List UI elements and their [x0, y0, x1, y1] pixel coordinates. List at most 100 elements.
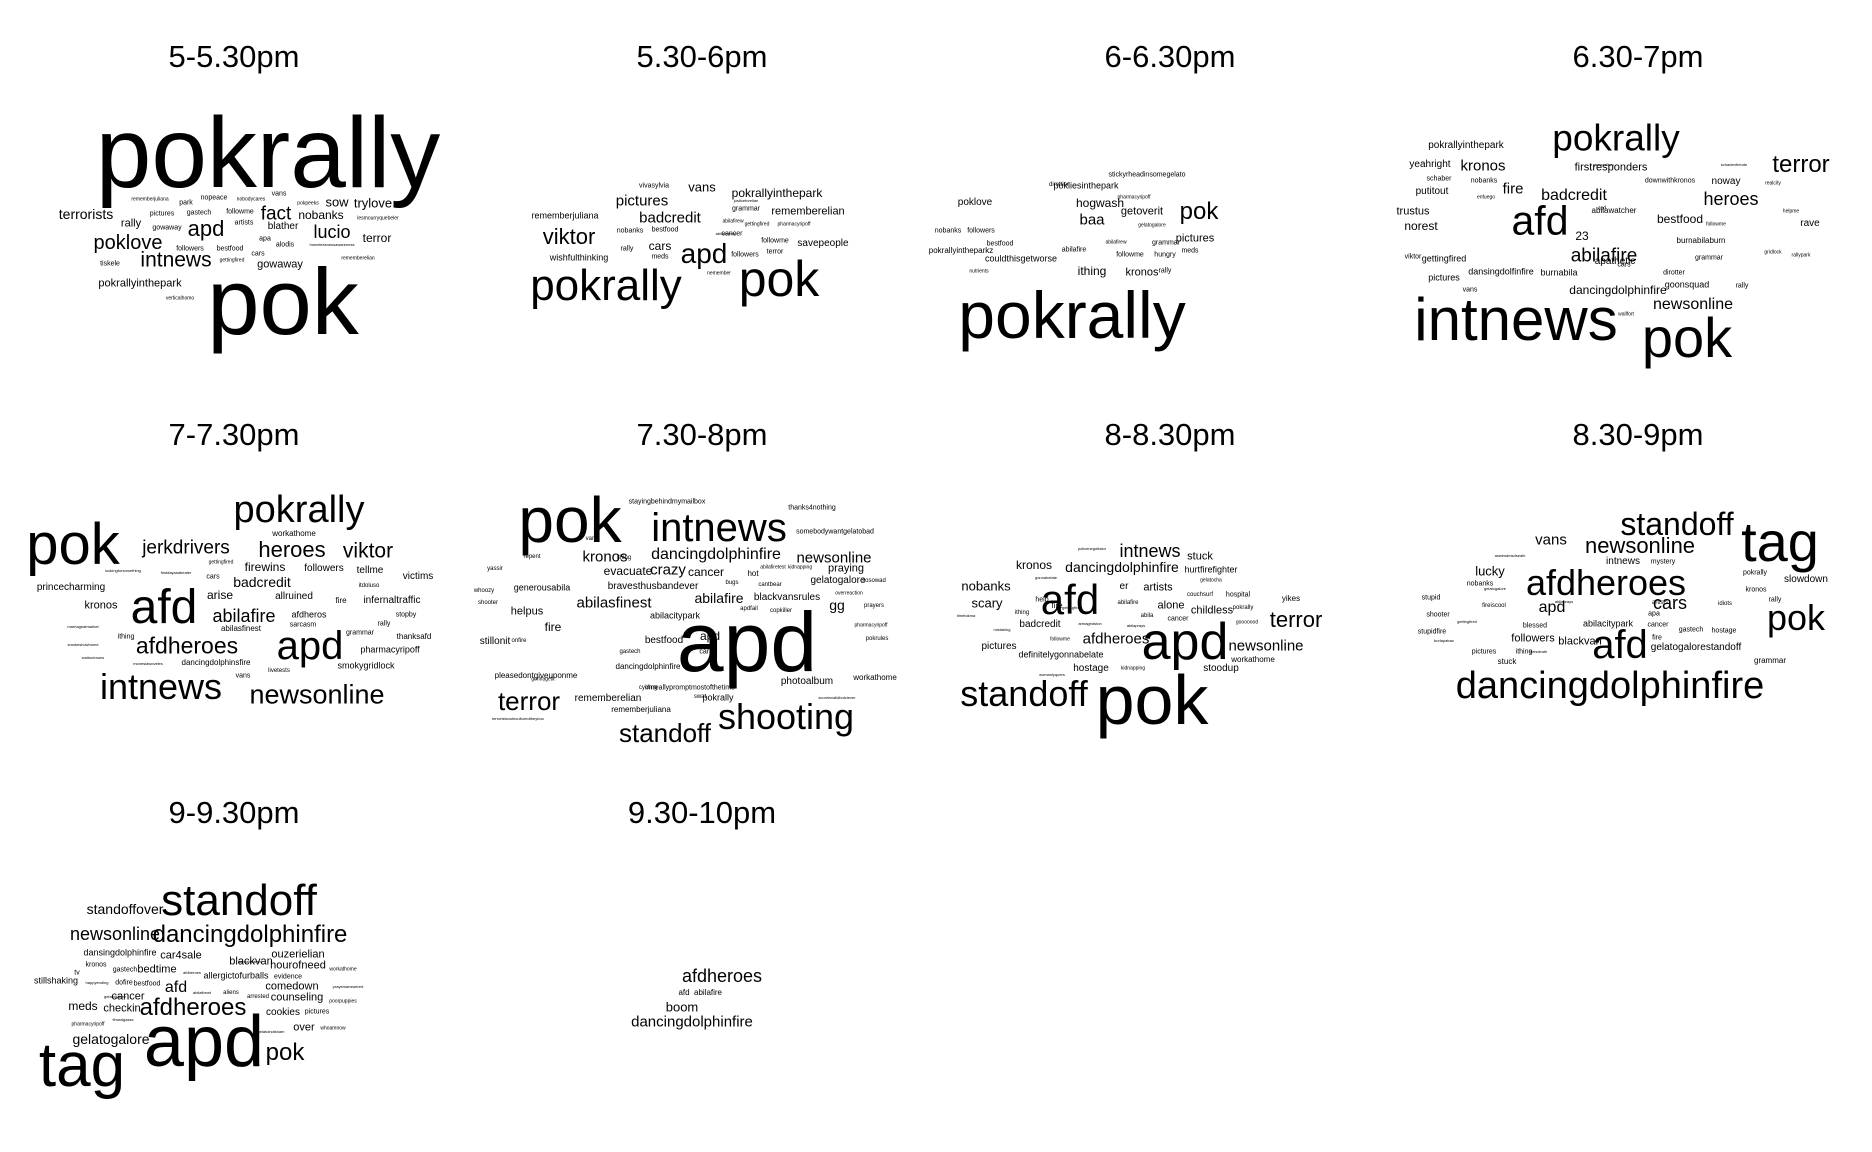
cloud-word: pok: [738, 251, 820, 307]
cloud-word: fire: [1652, 634, 1662, 642]
cloud-word: abilacitypark: [1582, 618, 1634, 629]
cloud-word: ithing: [616, 555, 632, 561]
cloud-word: afdheroes: [1082, 630, 1150, 648]
cloud-word: pictures: [149, 210, 175, 218]
cloud-word: marriageatmarket: [67, 624, 99, 629]
cloud-word: bankedparent: [237, 959, 263, 964]
cloud-word: gooooood: [1235, 619, 1259, 626]
cloud-word: hostage: [1073, 663, 1109, 674]
cloud-word: bestfood: [216, 245, 244, 253]
cloud-word: apathetic: [1594, 256, 1636, 267]
cloud-word: nutrients: [969, 268, 989, 275]
cloud-word: gettingfired: [1062, 605, 1082, 610]
cloud-word: followers: [304, 563, 344, 574]
cloud-word: justiceforelian: [733, 198, 759, 203]
wordcloud-panel: 9.30-10pm afdheroes afd abilafire boom dancin…: [468, 756, 936, 1134]
cloud-word: lucio: [313, 222, 351, 242]
word-cloud: afdheroes afd abilafire boom dancingdolphinf…: [468, 756, 936, 1134]
cloud-word: blessed: [1522, 622, 1548, 630]
cloud-word: apd: [680, 238, 728, 269]
cloud-word: afd: [1040, 576, 1100, 623]
cloud-word: rally: [620, 245, 634, 253]
cloud-word: bestfood: [1656, 212, 1704, 226]
cloud-word: fire: [1502, 180, 1524, 198]
cloud-word: abilafiretest: [760, 564, 786, 571]
panel-title: 6.30-7pm: [1572, 39, 1704, 74]
cloud-word: afd: [1592, 623, 1648, 667]
word-cloud: pok apd afd standoff terror intnews dancingdol…: [936, 378, 1404, 756]
cloud-word: artists: [234, 219, 254, 227]
cloud-word: lookingforsomething: [105, 568, 141, 573]
cloud-word: workathome: [853, 673, 897, 682]
cloud-word: standoff: [960, 673, 1088, 714]
cloud-word: dancingdolphinfire: [1455, 665, 1765, 707]
cloud-word: poorpuppies: [329, 998, 357, 1005]
panel-title: 5-5.30pm: [168, 39, 300, 74]
cloud-word: blackvan: [229, 955, 273, 968]
cloud-word: afd: [164, 979, 188, 996]
cloud-word: meds: [1181, 247, 1199, 255]
cloud-word: wishfulthinking: [549, 252, 609, 263]
cloud-word: followme: [1116, 251, 1144, 259]
cloud-word: apd: [1597, 205, 1607, 212]
wordcloud-panel: 6-6.30pm pokrally pok baa hogwash getoverit it…: [929, 0, 1404, 378]
cloud-word: viktor: [342, 539, 394, 563]
cloud-word: pokliesinthepark: [1053, 180, 1119, 191]
cloud-word: goonsquad: [1664, 279, 1710, 290]
cloud-word: terror: [362, 231, 392, 245]
cloud-word: pok: [265, 1039, 305, 1066]
cloud-word: childless: [1190, 604, 1234, 617]
cloud-word: helpme: [1782, 208, 1800, 215]
cloud-word: nemember: [707, 270, 731, 277]
cloud-word: hungry: [1154, 251, 1176, 259]
cloud-word: onfire: [511, 638, 527, 644]
cloud-word: couldthisgetworse: [984, 253, 1058, 264]
cloud-word: womanlyquers: [1039, 672, 1065, 677]
cloud-word: stayingbehindmymailbox: [628, 498, 706, 506]
cloud-word: abilafire: [694, 590, 744, 606]
cloud-word: apd: [699, 629, 721, 643]
cloud-word: afdheroes: [681, 966, 763, 986]
cloud-word: rememberelian: [771, 205, 845, 218]
wordcloud-panel: 5-5.30pm pokrally pok fact apd lucio poklove in…: [0, 0, 468, 378]
cloud-word: afdheroes: [1525, 562, 1687, 603]
cloud-word: intnews: [1606, 556, 1640, 567]
cloud-word: hourofneed: [270, 959, 326, 972]
cloud-word: gelatogalore: [810, 575, 866, 586]
cloud-word: apd: [276, 624, 344, 668]
cloud-word: tag: [1741, 510, 1819, 573]
cloud-word: dansingdolfinfire: [1468, 266, 1534, 277]
cloud-word: kidnapping: [787, 564, 813, 571]
cloud-word: apdfail: [740, 606, 758, 612]
cloud-word: homelessnessawareness: [309, 242, 355, 247]
cloud-word: gelatogalore: [1483, 586, 1507, 591]
cloud-word: cars: [251, 250, 265, 258]
wordcloud-panel: 8-8.30pm pok apd afd standoff terror intnews da…: [936, 378, 1404, 756]
cloud-word: cancer: [721, 230, 743, 238]
cloud-word: apa: [259, 235, 271, 243]
cloud-word: nopeace: [200, 194, 228, 202]
cloud-word: apa: [1648, 610, 1660, 618]
cloud-word: bestfood: [133, 980, 161, 988]
cloud-word: counseling: [270, 991, 324, 1004]
cloud-word: afdheroes: [135, 632, 239, 659]
cloud-word: pok: [1095, 661, 1209, 739]
cloud-word: dirotter: [1663, 269, 1685, 277]
cloud-word: badcredit: [639, 209, 701, 227]
cloud-word: kidnapping: [1120, 665, 1146, 672]
cloud-word: apd: [1141, 613, 1229, 671]
cloud-word: rally: [120, 217, 142, 230]
cloud-word: gastech: [186, 209, 212, 217]
cloud-word: kronos: [1125, 266, 1159, 279]
word-cloud: apd pok intnews shooting standoff terror danci…: [468, 378, 936, 756]
cloud-word: hot: [747, 569, 759, 578]
cloud-word: pictures: [1471, 648, 1497, 656]
cloud-word: allruined: [275, 591, 313, 602]
cloud-word: nobodycares: [236, 196, 266, 203]
cloud-word: abilafirew: [1105, 239, 1127, 246]
cloud-word: meds: [68, 999, 98, 1013]
cloud-word: arise: [206, 588, 234, 602]
cloud-word: gowaway: [257, 258, 303, 271]
cloud-word: abila: [1140, 613, 1154, 619]
cloud-word: pok: [1766, 597, 1826, 638]
